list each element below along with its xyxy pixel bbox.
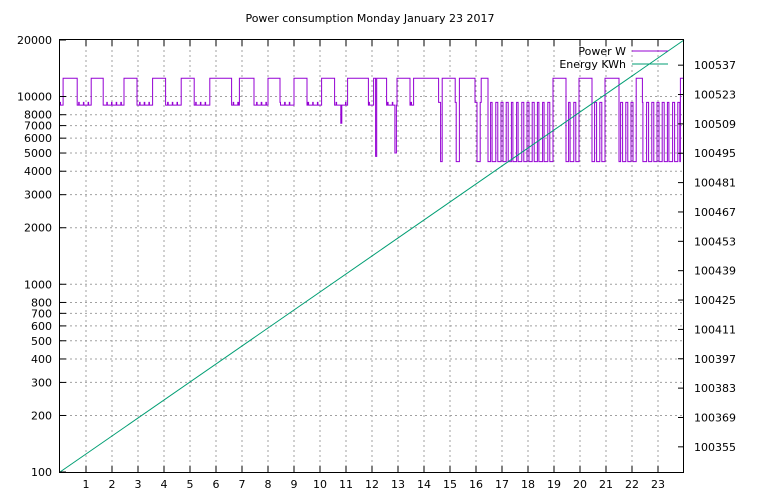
y2-tick-label: 100411 (694, 323, 736, 336)
y2-tick-label: 100439 (694, 265, 736, 278)
x-tick-label: 15 (443, 478, 457, 491)
y-tick-label: 100 (31, 466, 52, 479)
legend-label-energy: Energy KWh (559, 58, 626, 71)
y-tick-label: 6000 (24, 132, 52, 145)
x-tick-label: 7 (239, 478, 246, 491)
x-tick-label: 14 (417, 478, 431, 491)
y2-tick-label: 100509 (694, 118, 736, 131)
x-tick-label: 4 (161, 478, 168, 491)
y-tick-label: 800 (31, 296, 52, 309)
tick-layer (60, 39, 684, 473)
grid-layer (60, 40, 684, 472)
y2-tick-label: 100369 (694, 411, 736, 424)
y-tick-label: 7000 (24, 120, 52, 133)
y2-tick-label: 100481 (694, 177, 736, 190)
y-tick-label: 10000 (17, 91, 52, 104)
y-tick-label: 700 (31, 307, 52, 320)
y-tick-label: 8000 (24, 109, 52, 122)
x-tick-label: 18 (521, 478, 535, 491)
x-tick-label: 16 (469, 478, 483, 491)
y-tick-label: 1000 (24, 278, 52, 291)
y2-tick-label: 100355 (694, 441, 736, 454)
y2-tick-label: 100453 (694, 235, 736, 248)
y-tick-label: 400 (31, 353, 52, 366)
y2-tick-label: 100467 (694, 206, 736, 219)
x-tick-label: 21 (599, 478, 613, 491)
legend: Power W Energy KWh (559, 45, 668, 71)
y-tick-label: 300 (31, 376, 52, 389)
x-tick-label: 19 (547, 478, 561, 491)
chart-title: Power consumption Monday January 23 2017 (245, 12, 494, 25)
y-tick-label: 4000 (24, 165, 52, 178)
y-tick-label: 500 (31, 335, 52, 348)
x-tick-label: 2 (109, 478, 116, 491)
x-tick-label: 12 (365, 478, 379, 491)
y2-tick-label: 100425 (694, 294, 736, 307)
x-tick-label: 1 (83, 478, 90, 491)
power-series (60, 77, 684, 163)
y-tick-label: 20000 (17, 34, 52, 47)
y-tick-label: 5000 (24, 147, 52, 160)
legend-label-power: Power W (578, 45, 626, 58)
power-line (60, 77, 684, 163)
y-tick-label: 2000 (24, 222, 52, 235)
x-tick-label: 8 (265, 478, 272, 491)
y-tick-label: 600 (31, 320, 52, 333)
y-tick-label: 200 (31, 409, 52, 422)
plot-frame (59, 39, 684, 473)
x-tick-label: 6 (213, 478, 220, 491)
x-tick-label: 20 (573, 478, 587, 491)
x-tick-label: 3 (135, 478, 142, 491)
x-tick-label: 13 (391, 478, 405, 491)
y2-tick-label: 100523 (694, 89, 736, 102)
energy-line (59, 39, 685, 473)
y2-tick-label: 100383 (694, 382, 736, 395)
x-tick-label: 10 (313, 478, 327, 491)
x-tick-label: 5 (187, 478, 194, 491)
energy-series (59, 39, 685, 473)
label-layer: 1 2 3 4 5 6 7 8 9 10 11 12 13 14 15 16 17 18 19 20 21 22 23100… (17, 34, 736, 491)
x-tick-label: 17 (495, 478, 509, 491)
x-tick-label: 22 (625, 478, 639, 491)
y2-tick-label: 100397 (694, 353, 736, 366)
y2-tick-label: 100495 (694, 147, 736, 160)
x-tick-label: 9 (291, 478, 298, 491)
y2-tick-label: 100537 (694, 59, 736, 72)
x-tick-label: 11 (339, 478, 353, 491)
x-tick-label: 23 (651, 478, 665, 491)
y-tick-label: 3000 (24, 189, 52, 202)
